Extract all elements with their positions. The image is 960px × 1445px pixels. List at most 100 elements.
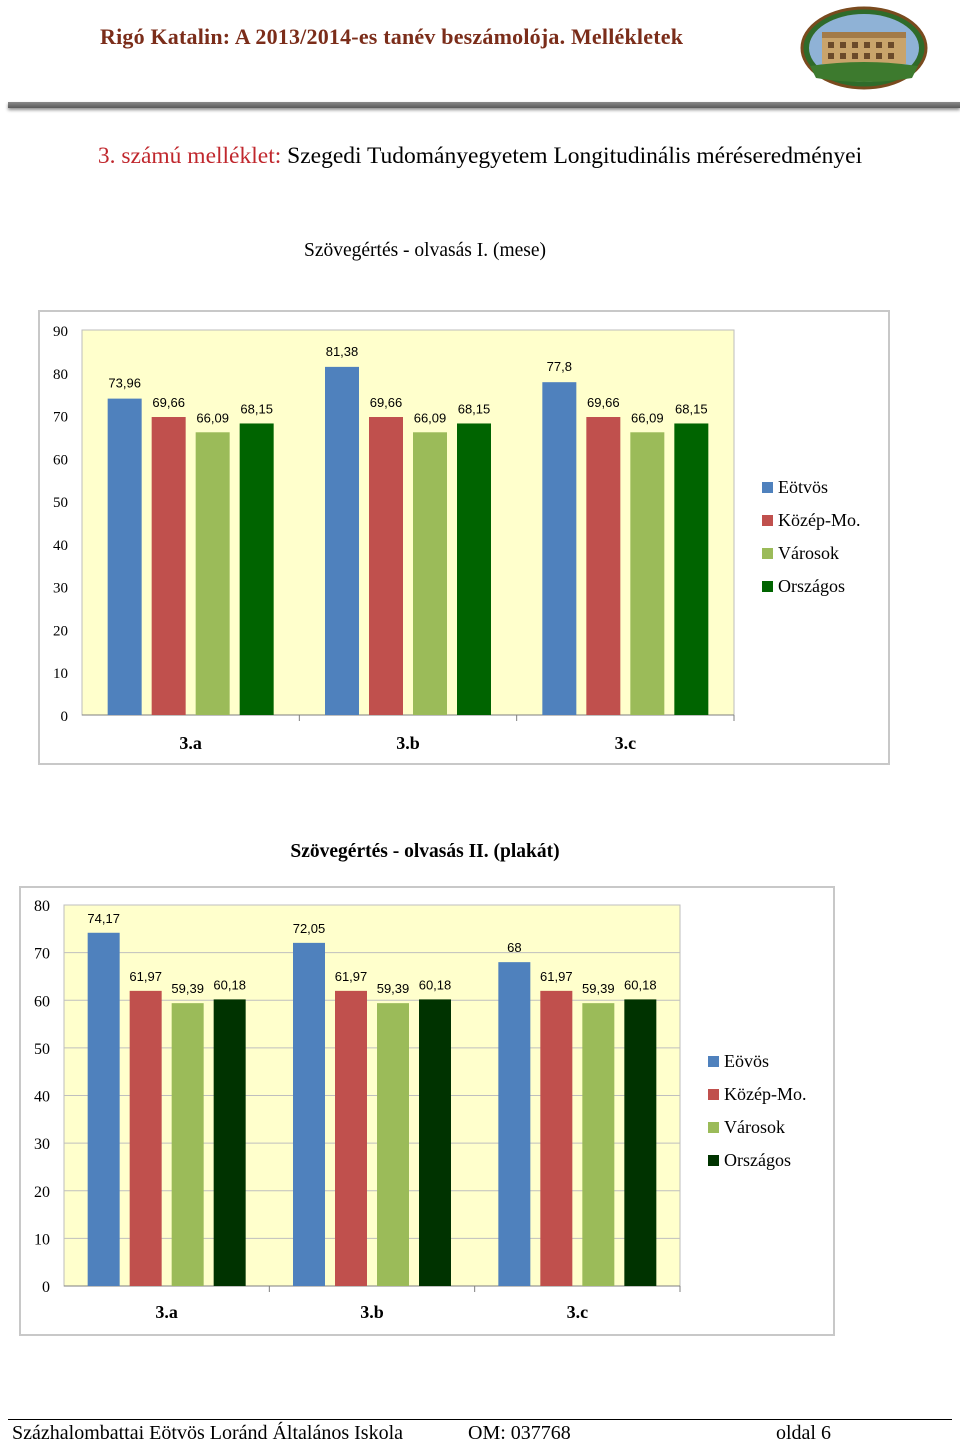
chart-2: 0 10 20 30 40 50 60 70 80 74,17 61,97 59,39 60,18 3.a… xyxy=(19,886,835,1336)
data-label: 59,39 xyxy=(171,981,204,996)
legend-swatch xyxy=(708,1155,719,1166)
bar xyxy=(498,962,531,1286)
bar xyxy=(213,999,246,1286)
footer-page-number: oldal 6 xyxy=(776,1422,831,1444)
plot-area xyxy=(81,329,735,716)
legend-swatch xyxy=(762,515,773,526)
y-tick-label: 80 xyxy=(34,898,50,915)
x-category-label: 3.b xyxy=(360,1302,384,1322)
bar xyxy=(540,990,573,1286)
legend-swatch xyxy=(762,548,773,559)
bar xyxy=(195,432,230,715)
legend-label: Városok xyxy=(778,543,839,563)
y-tick-label: 20 xyxy=(53,623,68,639)
data-label: 66,09 xyxy=(631,410,664,425)
bar xyxy=(630,432,665,715)
y-tick-label: 50 xyxy=(53,495,68,511)
data-label: 66,09 xyxy=(414,410,447,425)
y-tick-label: 0 xyxy=(42,1279,50,1296)
data-label: 68,15 xyxy=(458,401,491,416)
data-label: 59,39 xyxy=(377,981,410,996)
data-label: 69,66 xyxy=(587,395,620,410)
legend-label: Országos xyxy=(778,576,845,596)
footer-divider xyxy=(8,1419,952,1420)
y-tick-label: 80 xyxy=(53,367,68,383)
x-category-label: 3.c xyxy=(615,733,637,753)
chart-1: 0 10 20 30 40 50 60 70 80 90 73,96 69,66 66,09 68,15 3… xyxy=(38,310,890,765)
annex-title-text: Szegedi Tudományegyetem Longitudinális m… xyxy=(287,143,863,169)
legend-label: Eötvös xyxy=(778,477,828,497)
y-tick-label: 60 xyxy=(53,452,68,468)
data-label: 66,09 xyxy=(196,410,229,425)
legend-label: Városok xyxy=(724,1117,785,1137)
x-category-label: 3.b xyxy=(396,733,420,753)
y-tick-label: 10 xyxy=(53,666,68,682)
x-category-label: 3.a xyxy=(155,1302,178,1322)
bar xyxy=(171,1003,204,1286)
data-label: 72,05 xyxy=(293,921,326,936)
y-tick-label: 0 xyxy=(61,709,69,725)
bar xyxy=(325,366,359,715)
data-label: 59,39 xyxy=(582,981,615,996)
y-tick-label: 40 xyxy=(53,538,68,554)
legend-label: Közép-Mo. xyxy=(778,510,860,530)
data-label: 81,38 xyxy=(326,344,359,359)
bar xyxy=(239,423,274,715)
data-label: 60,18 xyxy=(624,977,657,992)
bar xyxy=(293,942,325,1286)
legend-label: Eövös xyxy=(724,1051,769,1071)
chart-1-title: Szövegértés - olvasás I. (mese) xyxy=(303,240,547,261)
x-category-label: 3.a xyxy=(179,733,202,753)
y-tick-label: 20 xyxy=(34,1184,50,1201)
bar xyxy=(419,999,451,1286)
legend-swatch xyxy=(762,482,773,493)
data-label: 60,18 xyxy=(213,977,246,992)
bar xyxy=(542,382,577,715)
legend-label: Országos xyxy=(724,1150,791,1170)
bar xyxy=(624,999,657,1286)
y-tick-label: 10 xyxy=(34,1231,50,1248)
data-label: 69,66 xyxy=(152,395,185,410)
bar xyxy=(413,432,447,715)
data-label: 73,96 xyxy=(108,376,141,391)
data-label: 68,15 xyxy=(675,401,708,416)
data-label: 61,97 xyxy=(540,969,573,984)
data-label: 60,18 xyxy=(419,977,452,992)
y-tick-label: 40 xyxy=(34,1089,50,1106)
footer-om-number: OM: 037768 xyxy=(468,1422,571,1444)
footer-school-name: Százhalombattai Eötvös Loránd Általános … xyxy=(12,1422,404,1444)
annex-title: 3. számú melléklet: Szegedi Tudományegye… xyxy=(60,140,900,172)
data-label: 61,97 xyxy=(335,969,368,984)
legend-swatch xyxy=(762,581,773,592)
bar xyxy=(674,423,709,715)
legend-swatch xyxy=(708,1089,719,1100)
legend-swatch xyxy=(708,1056,719,1067)
y-tick-label: 60 xyxy=(34,993,50,1010)
chart-2-title: Szövegértés - olvasás II. (plakát) xyxy=(290,841,560,862)
data-label: 77,8 xyxy=(547,359,572,374)
y-tick-label: 30 xyxy=(34,1136,50,1153)
bar xyxy=(107,398,142,715)
school-logo-icon xyxy=(800,6,928,90)
bar xyxy=(129,990,162,1286)
bar xyxy=(335,990,367,1286)
data-label: 69,66 xyxy=(370,395,403,410)
document-header-title: Rigó Katalin: A 2013/2014-es tanév beszá… xyxy=(100,24,684,49)
bar xyxy=(87,932,120,1286)
data-label: 74,17 xyxy=(87,911,120,926)
legend-swatch xyxy=(708,1122,719,1133)
annex-number: 3. számú melléklet: xyxy=(97,143,282,169)
bar xyxy=(151,417,186,715)
bar xyxy=(457,423,491,715)
bar xyxy=(586,417,621,715)
data-label: 68,15 xyxy=(240,401,273,416)
header-divider xyxy=(8,102,960,108)
y-tick-label: 70 xyxy=(34,946,50,963)
y-tick-label: 70 xyxy=(53,410,68,426)
bar xyxy=(582,1003,615,1286)
x-category-label: 3.c xyxy=(567,1302,589,1322)
y-tick-label: 50 xyxy=(34,1041,50,1058)
y-tick-label: 90 xyxy=(53,324,68,340)
data-label: 68 xyxy=(507,940,521,955)
data-label: 61,97 xyxy=(129,969,162,984)
